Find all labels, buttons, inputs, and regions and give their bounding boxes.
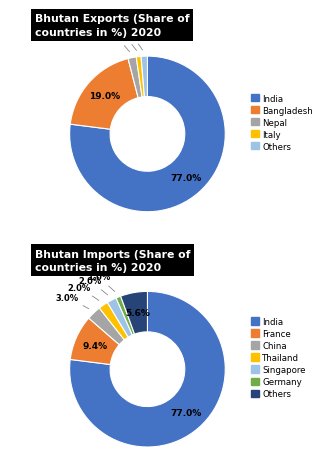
Wedge shape	[70, 318, 119, 365]
Wedge shape	[99, 303, 128, 340]
Legend: India, Bangladesh, Nepal, Italy, Others: India, Bangladesh, Nepal, Italy, Others	[249, 93, 315, 153]
Wedge shape	[121, 292, 147, 335]
Wedge shape	[70, 292, 225, 447]
Text: 1.0%: 1.0%	[113, 31, 137, 51]
Text: 1.0%: 1.0%	[87, 273, 115, 292]
Wedge shape	[136, 57, 144, 98]
Text: 9.4%: 9.4%	[82, 341, 108, 350]
Wedge shape	[70, 60, 138, 130]
Text: Bhutan Imports (Share of
countries in %) 2020: Bhutan Imports (Share of countries in %)…	[35, 249, 190, 272]
Text: 19.0%: 19.0%	[89, 92, 120, 101]
Text: 3.0%: 3.0%	[56, 293, 89, 309]
Text: 2.0%: 2.0%	[68, 283, 99, 301]
Wedge shape	[107, 298, 132, 337]
Text: 77.0%: 77.0%	[170, 173, 201, 182]
Text: 1.3%: 1.3%	[120, 31, 143, 51]
Text: 77.0%: 77.0%	[170, 408, 201, 417]
Wedge shape	[128, 58, 142, 99]
Text: 2.0%: 2.0%	[79, 277, 108, 295]
Wedge shape	[116, 297, 135, 335]
Wedge shape	[141, 57, 147, 98]
Text: 1.7%: 1.7%	[105, 33, 129, 52]
Text: Bhutan Exports (Share of
countries in %) 2020: Bhutan Exports (Share of countries in %)…	[35, 14, 189, 38]
Wedge shape	[89, 308, 124, 345]
Text: 5.6%: 5.6%	[125, 308, 150, 317]
Wedge shape	[70, 57, 225, 212]
Legend: India, France, China, Thailand, Singapore, Germany, Others: India, France, China, Thailand, Singapor…	[249, 316, 308, 400]
